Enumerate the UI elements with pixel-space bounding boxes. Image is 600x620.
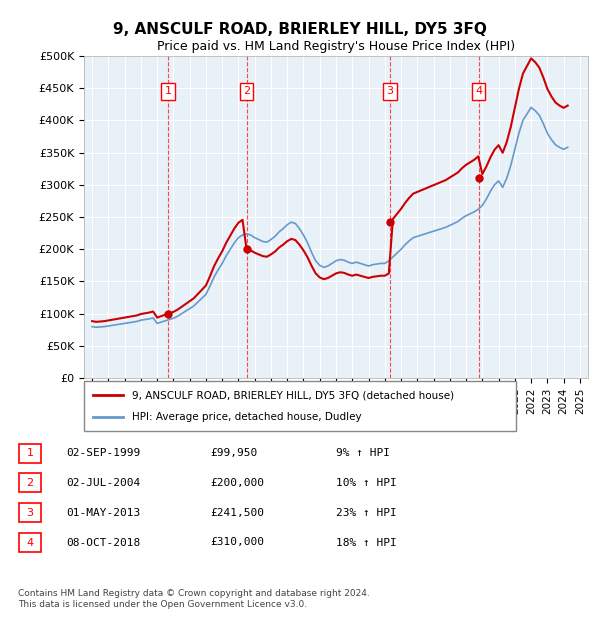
Text: 2: 2 [26, 478, 34, 488]
Text: 9% ↑ HPI: 9% ↑ HPI [336, 448, 390, 458]
Text: 02-SEP-1999: 02-SEP-1999 [66, 448, 140, 458]
Text: 2: 2 [243, 86, 250, 96]
Text: 9, ANSCULF ROAD, BRIERLEY HILL, DY5 3FQ (detached house): 9, ANSCULF ROAD, BRIERLEY HILL, DY5 3FQ … [131, 390, 454, 400]
FancyBboxPatch shape [84, 381, 516, 431]
Text: 4: 4 [475, 86, 482, 96]
Text: HPI: Average price, detached house, Dudley: HPI: Average price, detached house, Dudl… [131, 412, 361, 422]
Text: 18% ↑ HPI: 18% ↑ HPI [336, 538, 397, 547]
Title: Price paid vs. HM Land Registry's House Price Index (HPI): Price paid vs. HM Land Registry's House … [157, 40, 515, 53]
Text: 01-MAY-2013: 01-MAY-2013 [66, 508, 140, 518]
Text: £310,000: £310,000 [210, 538, 264, 547]
Text: Contains HM Land Registry data © Crown copyright and database right 2024.
This d: Contains HM Land Registry data © Crown c… [18, 590, 370, 609]
Text: 23% ↑ HPI: 23% ↑ HPI [336, 508, 397, 518]
Text: £241,500: £241,500 [210, 508, 264, 518]
Text: 1: 1 [164, 86, 172, 96]
FancyBboxPatch shape [19, 474, 41, 492]
Text: 10% ↑ HPI: 10% ↑ HPI [336, 478, 397, 488]
Text: £200,000: £200,000 [210, 478, 264, 488]
Text: 1: 1 [26, 448, 34, 458]
FancyBboxPatch shape [19, 503, 41, 522]
FancyBboxPatch shape [19, 533, 41, 552]
FancyBboxPatch shape [19, 444, 41, 463]
Text: 9, ANSCULF ROAD, BRIERLEY HILL, DY5 3FQ: 9, ANSCULF ROAD, BRIERLEY HILL, DY5 3FQ [113, 22, 487, 37]
Text: 08-OCT-2018: 08-OCT-2018 [66, 538, 140, 547]
Text: 3: 3 [386, 86, 394, 96]
Text: 02-JUL-2004: 02-JUL-2004 [66, 478, 140, 488]
Text: 3: 3 [26, 508, 34, 518]
Text: £99,950: £99,950 [210, 448, 257, 458]
Text: 4: 4 [26, 538, 34, 547]
